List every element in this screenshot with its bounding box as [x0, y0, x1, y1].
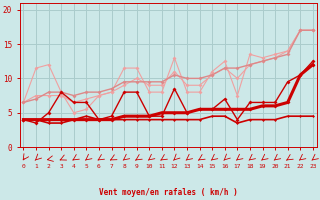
X-axis label: Vent moyen/en rafales ( km/h ): Vent moyen/en rafales ( km/h ) — [99, 188, 237, 197]
